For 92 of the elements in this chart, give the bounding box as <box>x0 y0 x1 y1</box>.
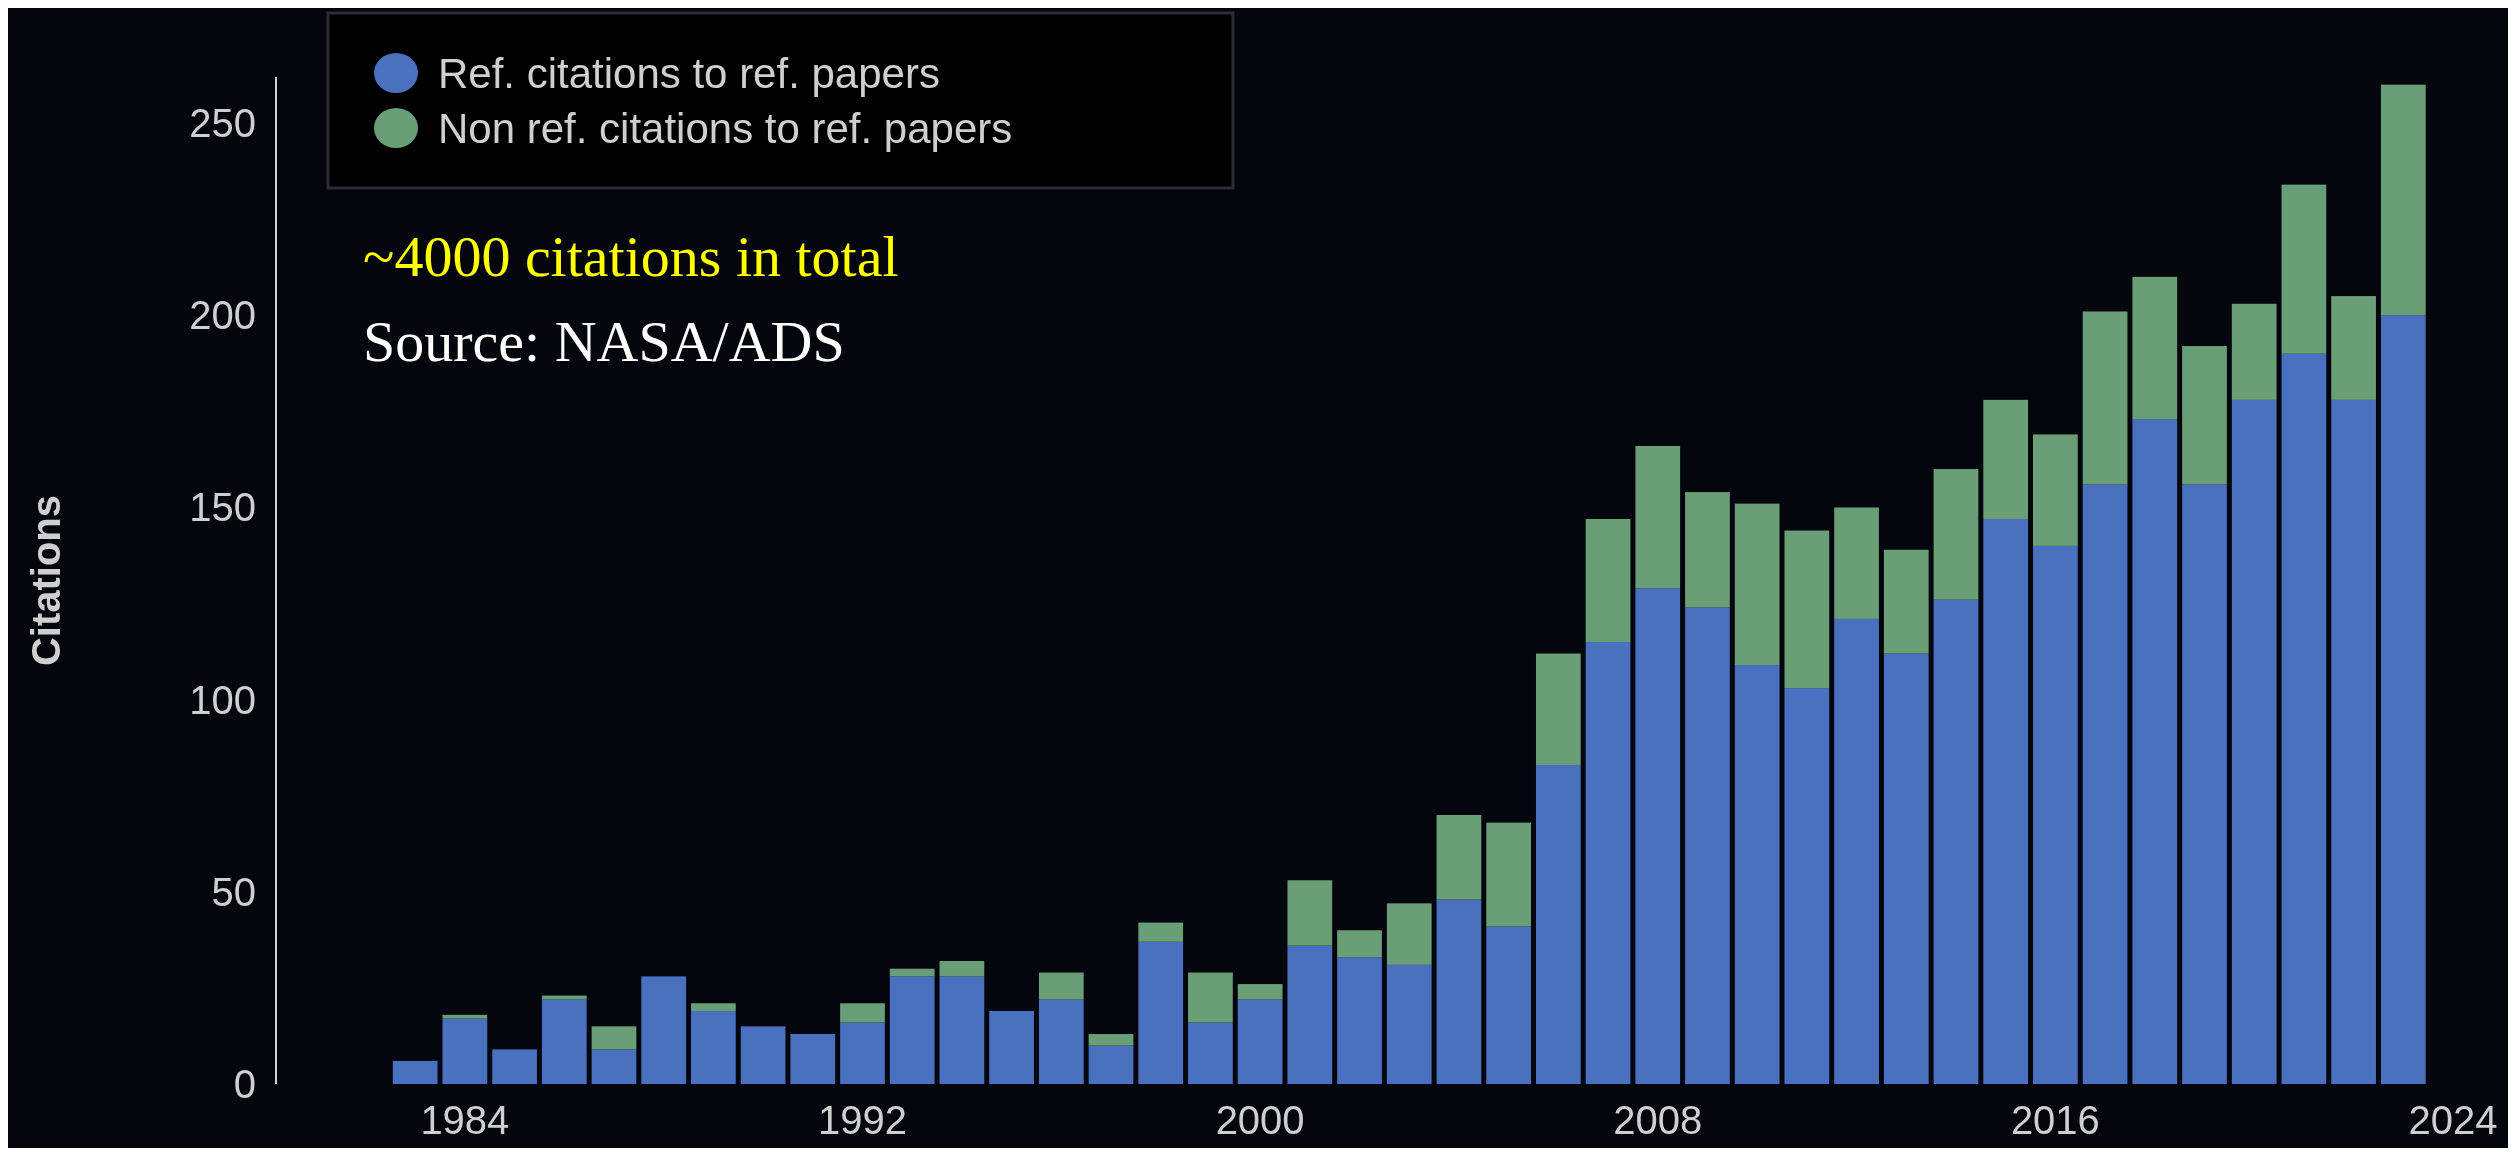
y-tick-label: 100 <box>189 677 256 722</box>
bar <box>2331 296 2376 400</box>
x-tick-label: 2024 <box>2408 1098 2498 1142</box>
y-tick-label: 0 <box>233 1062 256 1106</box>
bar <box>2380 315 2426 1084</box>
bar <box>1088 1034 1134 1046</box>
bar <box>840 1022 885 1084</box>
bar <box>1933 469 1979 600</box>
legend-label: Ref. citations to ref. papers <box>438 49 940 97</box>
bar <box>1436 814 1482 900</box>
annotation: Source: NASA/ADS <box>363 309 845 374</box>
bar <box>2082 484 2128 1084</box>
legend-label: Non ref. citations to ref. papers <box>438 104 1013 152</box>
y-tick-label: 150 <box>189 485 256 530</box>
bar <box>442 1018 488 1084</box>
bar <box>1734 665 1780 1084</box>
bar <box>591 1026 637 1050</box>
bar <box>2082 311 2128 485</box>
bar <box>2132 419 2178 1084</box>
bar <box>939 976 985 1084</box>
bar <box>1883 653 1929 1084</box>
bar <box>1138 922 1184 942</box>
bar <box>2182 484 2227 1084</box>
x-tick-label: 1992 <box>818 1098 907 1142</box>
bar <box>1685 492 1730 608</box>
bar <box>1188 1022 1233 1084</box>
bar <box>1138 941 1184 1084</box>
bar <box>1784 530 1830 689</box>
y-tick-label: 250 <box>189 101 256 146</box>
bar <box>1784 688 1830 1084</box>
bar <box>840 1003 885 1023</box>
bar <box>1038 972 1084 1000</box>
bar <box>989 1010 1034 1084</box>
bar <box>1983 519 2029 1084</box>
bar <box>2033 434 2078 546</box>
bar <box>1088 1045 1134 1084</box>
bar <box>790 1034 836 1084</box>
x-tick-label: 2016 <box>2010 1098 2100 1142</box>
bar <box>889 976 935 1084</box>
bar <box>2281 184 2327 354</box>
bar <box>1486 926 1531 1084</box>
bar <box>641 976 687 1084</box>
y-tick-label: 200 <box>189 293 256 338</box>
bar <box>2331 399 2376 1084</box>
bar <box>2182 346 2227 485</box>
bar <box>1883 549 1929 654</box>
bar <box>2231 303 2277 400</box>
bar <box>1386 964 1432 1084</box>
bar <box>889 968 935 977</box>
bar <box>1933 599 1979 1084</box>
bar <box>1834 507 1879 619</box>
bar <box>740 1026 786 1084</box>
x-tick-label: 1984 <box>420 1098 510 1142</box>
bar <box>1386 903 1432 965</box>
bar <box>492 1049 537 1084</box>
bar <box>1535 653 1581 765</box>
bar <box>591 1049 637 1084</box>
bar <box>939 961 985 977</box>
bar <box>1436 899 1482 1084</box>
bar <box>1734 503 1780 666</box>
bar <box>2033 545 2078 1084</box>
bar <box>2281 353 2327 1084</box>
bar <box>1337 930 1382 958</box>
bar <box>1486 822 1531 927</box>
bar <box>691 1010 736 1084</box>
x-tick-label: 2000 <box>1215 1098 1305 1142</box>
annotation: ~4000 citations in total <box>363 224 899 289</box>
y-tick-label: 50 <box>211 869 256 914</box>
bar <box>1834 618 1879 1084</box>
bar <box>1585 642 1631 1084</box>
bar <box>1685 607 1730 1084</box>
bar <box>1983 399 2029 519</box>
bar <box>1237 984 1283 1000</box>
bar <box>1188 972 1233 1023</box>
bar <box>392 1060 438 1084</box>
bar <box>1287 945 1333 1084</box>
bar <box>1038 999 1084 1084</box>
bar <box>1635 588 1681 1084</box>
y-axis-title: Citations <box>24 494 68 667</box>
bar <box>1635 445 1681 589</box>
bar <box>691 1003 736 1011</box>
bar <box>1585 519 1631 642</box>
bar <box>1337 957 1382 1084</box>
x-tick-label: 2008 <box>1613 1098 1703 1142</box>
bar <box>442 1014 488 1019</box>
bar <box>2231 399 2277 1084</box>
bar <box>1535 764 1581 1084</box>
bar <box>2380 84 2426 316</box>
bar <box>1287 880 1333 946</box>
bar <box>541 999 587 1084</box>
bar <box>1237 999 1283 1084</box>
bar <box>2132 276 2178 420</box>
